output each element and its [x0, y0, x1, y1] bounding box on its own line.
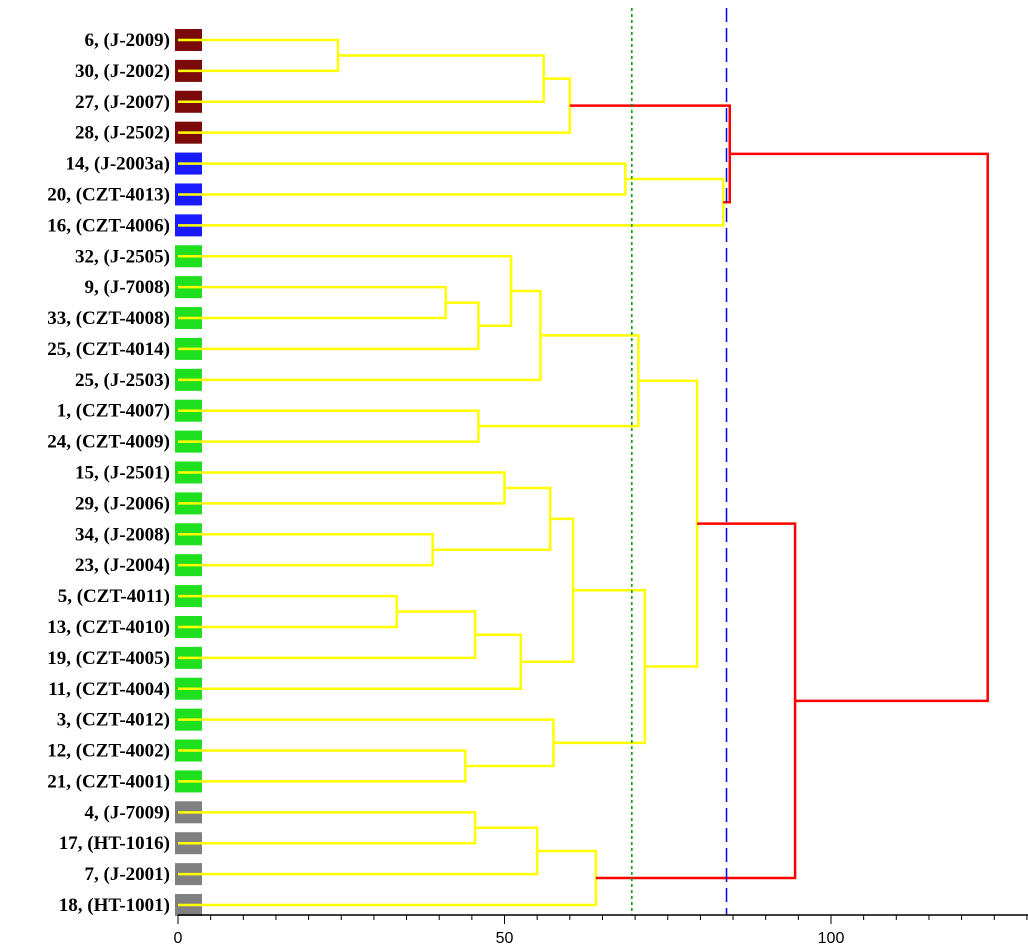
leaf-label: 32, (J-2505) [75, 246, 170, 267]
dendrogram-branch [178, 610, 477, 660]
dendrogram-branch [178, 54, 545, 104]
x-tick-label: 50 [496, 930, 514, 947]
dendrogram-branch [178, 811, 477, 845]
leaf-label: 14, (J-2003a) [66, 154, 170, 175]
leaf-label: 9, (J-7008) [85, 277, 170, 298]
leaf-label: 18, (HT-1001) [59, 895, 170, 916]
leaf-label: 20, (CZT-4013) [47, 184, 170, 205]
leaf-label: 25, (CZT-4014) [47, 339, 170, 360]
dendrogram-branch [178, 849, 598, 907]
leaf-label: 16, (CZT-4006) [47, 215, 170, 236]
leaf-label: 5, (CZT-4011) [58, 586, 170, 607]
dendrogram-branch [178, 533, 434, 567]
dendrogram-branch [569, 104, 732, 204]
cut-lines [631, 8, 728, 915]
dendrogram-branch [178, 409, 480, 443]
leaf-label: 28, (J-2502) [75, 123, 170, 144]
leaf-label: 27, (J-2007) [75, 92, 170, 113]
leaf-label: 19, (CZT-4005) [47, 648, 170, 669]
dendrogram-branch [178, 77, 572, 134]
dendrogram-branch [178, 289, 542, 382]
leaf-label: 25, (J-2503) [75, 370, 170, 391]
dendrogram-branch [178, 285, 447, 320]
dendrogram-branch [178, 594, 399, 629]
leaf-label: 13, (CZT-4010) [47, 617, 170, 638]
leaf-label: 17, (HT-1016) [59, 833, 170, 854]
dendrogram-branch [520, 517, 575, 663]
dendrogram-branch [432, 486, 552, 551]
dendrogram-branch [553, 589, 647, 745]
leaf-label: 1, (CZT-4007) [57, 401, 170, 422]
dendrogram-branch [178, 301, 480, 351]
leaf-labels: 6, (J-2009) 30, (J-2002) 27, (J-2007) 28, (… [47, 30, 170, 916]
dendrogram-branch [178, 633, 523, 690]
x-axis: 0 50 100 [174, 914, 1028, 947]
dendrogram-branch [178, 471, 506, 505]
dendrogram-branch [595, 522, 797, 880]
leaf-label: 15, (J-2501) [75, 463, 170, 484]
leaf-label: 4, (J-7009) [85, 802, 170, 823]
dendrogram-branches [178, 38, 989, 907]
leaf-label: 29, (J-2006) [75, 493, 170, 514]
x-tick-label: 100 [818, 930, 845, 947]
leaf-label: 21, (CZT-4001) [47, 771, 170, 792]
leaf-label: 33, (CZT-4008) [47, 308, 170, 329]
dendrogram-branch [178, 162, 627, 196]
leaf-label: 30, (J-2002) [75, 61, 170, 82]
leaf-label: 12, (CZT-4002) [47, 741, 170, 762]
dendrogram-branch [178, 749, 467, 783]
leaf-label: 6, (J-2009) [85, 30, 170, 51]
leaf-label: 7, (J-2001) [85, 864, 170, 885]
dendrogram-branch [178, 718, 555, 768]
leaf-label: 34, (J-2008) [75, 524, 170, 545]
dendrogram-branch [178, 255, 513, 328]
dendrogram-branch [178, 826, 539, 876]
leaf-label: 24, (CZT-4009) [47, 432, 170, 453]
dendrogram-branch [638, 379, 699, 668]
leaf-label: 23, (J-2004) [75, 555, 170, 576]
dendrogram-branch [178, 177, 725, 227]
leaf-label: 3, (CZT-4012) [57, 710, 170, 731]
leaf-label: 11, (CZT-4004) [48, 679, 170, 700]
x-tick-label: 0 [174, 930, 183, 947]
dendrogram-branch [729, 152, 989, 703]
